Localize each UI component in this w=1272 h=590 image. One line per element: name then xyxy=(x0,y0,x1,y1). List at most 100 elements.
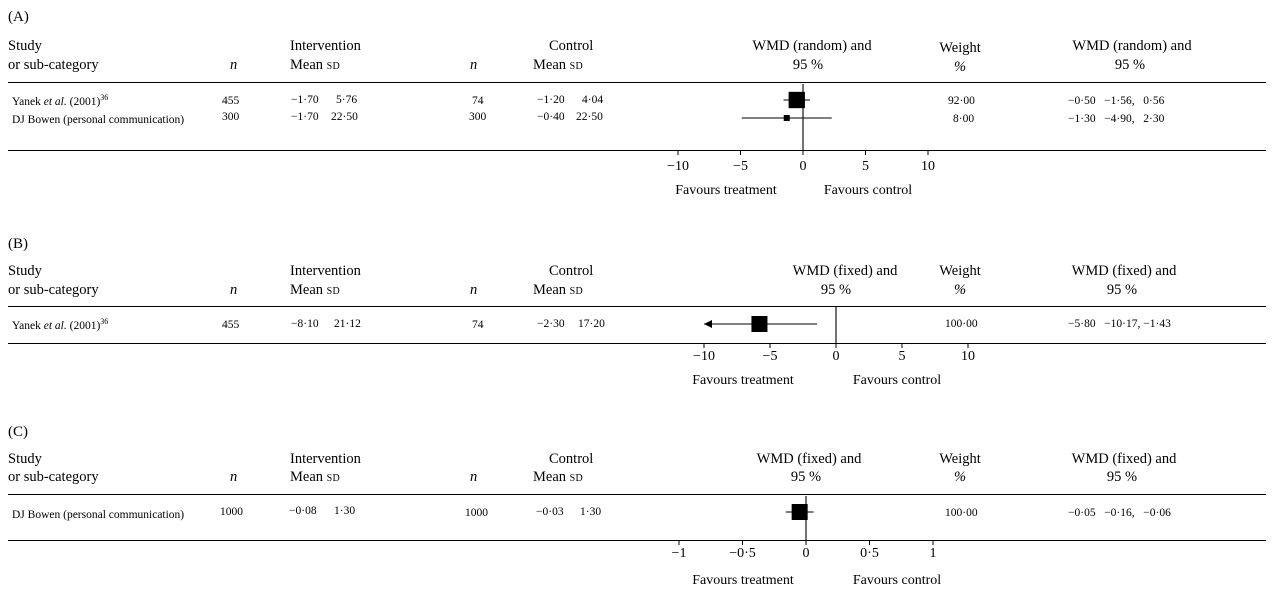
n-intervention: 455 xyxy=(222,319,240,331)
favours-right-label: Favours control xyxy=(852,573,942,588)
header-weight: Weight xyxy=(939,40,981,56)
footer-rule xyxy=(8,343,1266,344)
header-subcategory: or sub-category xyxy=(8,469,99,485)
header-weight-pct: % xyxy=(953,282,967,298)
favours-right-label: Favours control xyxy=(852,373,942,388)
study-name: Yanek et al. (2001)36 xyxy=(12,317,109,332)
header-control: Control xyxy=(549,451,594,467)
n-intervention: 300 xyxy=(222,111,240,123)
x-tick-label: −10 xyxy=(693,349,715,364)
control-mean: −2·30 xyxy=(537,318,565,330)
x-tick-label: −5 xyxy=(763,349,778,364)
header-weight: Weight xyxy=(939,451,981,467)
weight-value: 100·00 xyxy=(945,507,978,519)
x-tick-label: −1 xyxy=(672,546,687,561)
intervention-sd: 22·50 xyxy=(331,111,358,123)
x-tick-label: 1 xyxy=(930,546,937,561)
header-control-mean-sd: Mean SD xyxy=(533,469,584,485)
n-control: 74 xyxy=(472,95,484,107)
header-wmd-right-ci: 95 % xyxy=(1106,282,1138,298)
header-weight: Weight xyxy=(939,263,981,279)
intervention-sd: 21·12 xyxy=(334,318,361,330)
x-tick-label: 10 xyxy=(961,349,975,364)
header-wmd-right: WMD (fixed) and xyxy=(1071,451,1177,467)
n-intervention: 455 xyxy=(222,95,240,107)
header-control-mean-sd: Mean SD xyxy=(533,57,584,73)
footer-rule xyxy=(8,150,1266,151)
header-control: Control xyxy=(549,263,594,279)
header-intervention: Intervention xyxy=(290,451,361,467)
x-tick-label: −5 xyxy=(733,159,748,174)
panel-label: (C) xyxy=(8,424,28,440)
intervention-sd: 5·76 xyxy=(336,94,358,106)
header-n-control: n xyxy=(470,282,478,298)
control-mean: −0·40 xyxy=(537,111,565,123)
header-control-mean-sd: Mean SD xyxy=(533,282,584,298)
header-study: Study xyxy=(8,38,42,54)
header-control: Control xyxy=(549,38,594,54)
control-mean: −0·03 xyxy=(536,506,564,518)
favours-left-label: Favours treatment xyxy=(692,573,794,588)
header-n-intervention: n xyxy=(230,57,238,73)
study-name: DJ Bowen (personal communication) xyxy=(12,508,185,521)
x-tick-label: 0 xyxy=(803,546,810,561)
weight-value: 8·00 xyxy=(953,113,975,125)
x-tick-label: −10 xyxy=(667,159,689,174)
control-sd: 4·04 xyxy=(582,94,604,106)
panel-label: (B) xyxy=(8,236,28,252)
panel-label: (A) xyxy=(8,9,29,25)
ci-text: −0·50 −1·56, 0·56 xyxy=(1068,95,1165,107)
header-wmd-right: WMD (fixed) and xyxy=(1071,263,1177,279)
point-estimate-box xyxy=(783,115,790,121)
x-tick-label: 0·5 xyxy=(860,546,879,561)
x-tick-label: −0·5 xyxy=(729,546,756,561)
panel-b: (B) Study or sub-category n Intervention… xyxy=(8,236,1266,388)
footer-rule xyxy=(8,540,1266,541)
header-study: Study xyxy=(8,451,42,467)
header-wmd-ci: 95 % xyxy=(790,469,822,485)
header-intervention: Intervention xyxy=(290,38,361,54)
header-rule xyxy=(8,306,1266,307)
header-wmd-ci: 95 % xyxy=(792,57,824,73)
header-wmd-right: WMD (random) and xyxy=(1072,38,1192,54)
panel-a: (A) Study or sub-category n Intervention… xyxy=(0,0,1272,200)
header-weight-pct: % xyxy=(953,469,967,485)
header-intervention: Intervention xyxy=(290,263,361,279)
x-tick-label: 5 xyxy=(862,159,869,174)
header-subcategory: or sub-category xyxy=(8,282,99,298)
point-estimate-box xyxy=(791,504,808,520)
header-n-control: n xyxy=(470,57,478,73)
intervention-sd: 1·30 xyxy=(334,505,356,517)
favours-left-label: Favours treatment xyxy=(675,183,777,198)
favours-left-label: Favours treatment xyxy=(692,373,794,388)
intervention-mean: −1·70 xyxy=(291,111,319,123)
header-wmd-ci: 95 % xyxy=(820,282,852,298)
header-rule xyxy=(8,494,1266,495)
point-estimate-box xyxy=(788,91,805,109)
n-intervention: 1000 xyxy=(220,506,243,518)
intervention-mean: −0·08 xyxy=(289,505,317,517)
ci-text: −0·05 −0·16, −0·06 xyxy=(1068,507,1171,519)
control-sd: 22·50 xyxy=(576,111,603,123)
header-intervention-mean-sd: Mean SD xyxy=(290,469,341,485)
header-intervention-mean-sd: Mean SD xyxy=(290,57,341,73)
intervention-mean: −8·10 xyxy=(291,318,319,330)
control-sd: 17·20 xyxy=(578,318,605,330)
header-n-intervention: n xyxy=(230,469,238,485)
control-sd: 1·30 xyxy=(580,506,602,518)
n-control: 300 xyxy=(469,111,487,123)
header-wmd-right-ci: 95 % xyxy=(1106,469,1138,485)
x-tick-label: 5 xyxy=(899,349,906,364)
header-study: Study xyxy=(8,263,42,279)
header-wmd: WMD (fixed) and xyxy=(756,451,862,467)
n-control: 74 xyxy=(472,319,484,331)
header-rule xyxy=(8,82,1266,83)
ci-arrow xyxy=(704,320,712,328)
n-control: 1000 xyxy=(465,507,488,519)
header-n-control: n xyxy=(470,469,478,485)
weight-value: 100·00 xyxy=(945,318,978,330)
header-wmd: WMD (random) and xyxy=(752,38,872,54)
study-name: DJ Bowen (personal communication) xyxy=(12,113,185,126)
